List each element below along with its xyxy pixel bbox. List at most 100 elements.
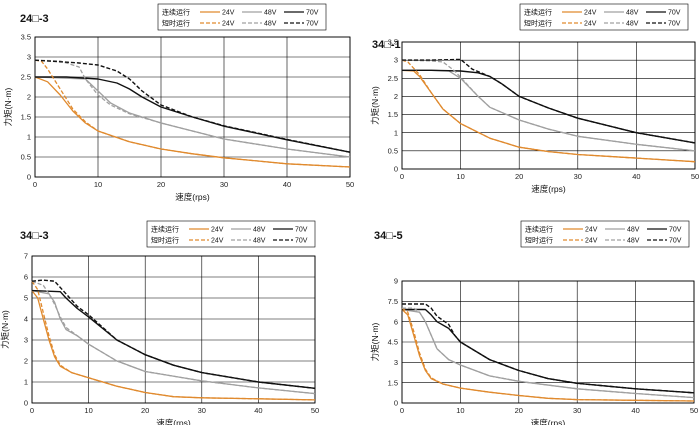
series-line-48v-short [402,307,695,399]
y-tick-label: 2 [394,92,398,101]
series-line-48v-short [401,59,696,152]
y-tick-label: 0 [24,399,28,408]
legend: 连续运行 24V 48V 70V 短时运行 24V 48V 70V [146,220,316,248]
series-line-70v-continuous [35,76,351,153]
legend-voltage-label: 70V [669,227,682,234]
y-tick-label: 1 [394,128,398,137]
x-tick-label: 20 [141,406,149,415]
x-tick-label: 10 [94,180,102,189]
legend-voltage-label: 24V [222,10,235,17]
y-tick-label: 3 [394,56,398,65]
x-tick-label: 40 [632,172,640,181]
y-axis-label: 力矩(N·m) [0,310,10,349]
y-tick-label: 2.5 [388,74,398,83]
y-tick-label: 1 [24,378,28,387]
y-tick-label: 0 [27,173,31,182]
x-axis-label: 速度(rps) [531,184,566,194]
chart-panel-3: 34□-3 0 1 2 3 4 5 6 7 0 10 20 30 40 50 速度(rps) 力矩(N·m) 连续… [0,220,319,428]
legend-voltage-label: 48V [264,10,277,17]
y-tick-label: 2 [24,357,28,366]
y-tick-label: 1.5 [388,378,398,387]
x-tick-label: 40 [254,406,262,415]
legend-voltage-label: 48V [626,21,639,28]
y-tick-label: 6 [24,273,28,282]
x-axis-label: 速度(rps) [175,192,210,202]
x-tick-label: 0 [400,406,404,415]
series-line-48v-continuous [402,69,696,152]
y-tick-label: 0 [394,165,398,174]
legend-row-label: 短时运行 [162,19,190,28]
x-tick-label: 50 [691,172,699,181]
legend-voltage-label: 48V [627,238,640,245]
x-tick-label: 20 [515,172,523,181]
y-tick-label: 3 [394,358,398,367]
y-tick-label: 4 [24,315,28,324]
series-line-48v-short [31,280,316,395]
series-line-70v-short [402,303,695,394]
legend-voltage-label: 70V [306,21,319,28]
y-tick-label: 1.5 [388,110,398,119]
x-tick-label: 0 [30,406,34,415]
legend-voltage-label: 48V [264,21,277,28]
legend-row-label: 短时运行 [151,236,179,245]
x-tick-label: 40 [631,406,639,415]
chart-title: 34□-1 [372,39,401,51]
legend-row-label: 短时运行 [525,236,553,245]
x-axis-label: 速度(rps) [531,418,566,425]
plot-frame [31,255,316,404]
y-tick-label: 3.5 [21,33,31,42]
x-tick-label: 50 [346,180,354,189]
y-tick-label: 0 [394,399,398,408]
series-line-70v-short [31,279,316,389]
x-tick-label: 10 [84,406,92,415]
x-axis-label: 速度(rps) [156,418,191,425]
legend: 连续运行 24V 48V 70V 短时运行 24V 48V 70V [520,220,690,248]
y-tick-label: 1 [27,133,31,142]
chart-panel-2: 34□-1 0 0.5 1 1.5 2 2.5 3 3.5 0 10 20 30 40 50 速度(rps) 力… [370,3,699,194]
y-tick-label: 1.5 [21,113,31,122]
legend-voltage-label: 70V [668,10,681,17]
y-tick-label: 4.5 [388,338,398,347]
chart-panel-1: 24□-3 0 0.5 1 1.5 2 2.5 3 3.5 0 10 20 30 40 50 速度(rps) 力… [3,3,354,202]
y-tick-label: 2 [27,93,31,102]
chart-title: 24□-3 [20,13,49,25]
plot-frame [401,280,695,404]
y-axis-label: 力矩(N·m) [370,322,380,361]
series-line-24v-short [34,59,351,168]
y-axis-label: 力矩(N·m) [3,87,13,126]
x-tick-label: 20 [515,406,523,415]
y-tick-label: 7.5 [388,297,398,306]
series-line-48v-continuous [34,76,351,158]
legend-voltage-label: 70V [295,238,308,245]
chart-title: 34□-5 [374,230,403,242]
legend-voltage-label: 70V [669,238,682,245]
legend-row-label: 连续运行 [162,8,190,17]
y-tick-label: 3 [27,53,31,62]
legend: 连续运行 24V 48V 70V 短时运行 24V 48V 70V [519,3,689,31]
y-tick-label: 9 [394,277,398,286]
x-tick-label: 10 [456,406,464,415]
y-tick-label: 2.5 [21,73,31,82]
legend-voltage-label: 48V [253,238,266,245]
x-tick-label: 30 [198,406,206,415]
legend-voltage-label: 24V [222,21,235,28]
x-tick-label: 30 [574,172,582,181]
legend-voltage-label: 48V [253,227,266,234]
legend-voltage-label: 48V [626,10,639,17]
legend-box [157,3,327,31]
legend-box [520,220,690,248]
legend-row-label: 连续运行 [524,8,552,17]
legend-voltage-label: 70V [295,227,308,234]
y-tick-label: 3.5 [388,38,398,47]
y-tick-label: 7 [24,252,28,261]
series-line-24v-short [31,280,316,401]
chart-panel-4: 34□-5 0 1.5 3 4.5 6 7.5 9 0 10 20 30 40 50 速度(rps) 力矩(N… [370,220,698,428]
y-tick-label: 0.5 [21,153,31,162]
legend-voltage-label: 70V [306,10,319,17]
legend-row-label: 连续运行 [151,225,179,234]
x-tick-label: 50 [690,406,698,415]
series-line-70v-short [34,59,351,153]
y-tick-label: 3 [24,336,28,345]
y-tick-label: 5 [24,294,28,303]
